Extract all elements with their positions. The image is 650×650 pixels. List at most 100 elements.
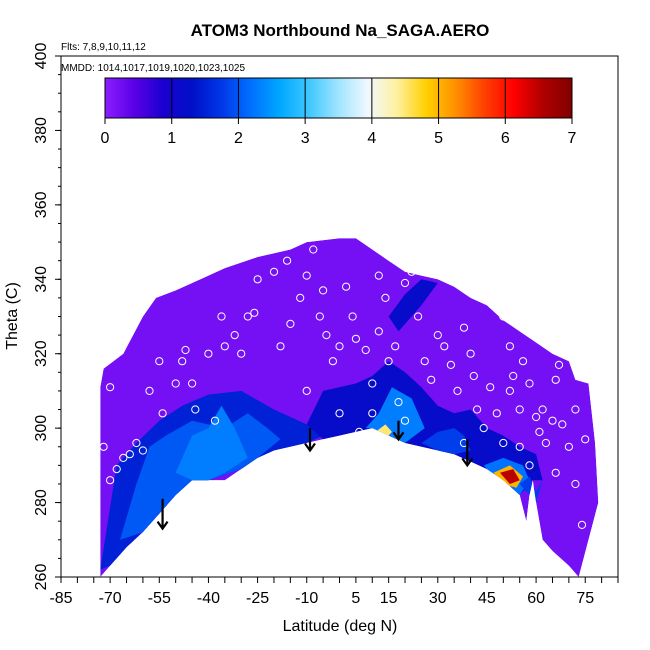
sample-point	[129, 565, 138, 574]
sample-point	[515, 442, 524, 451]
sample-point	[581, 435, 590, 444]
sample-point	[181, 345, 190, 355]
sample-point	[466, 349, 475, 358]
sample-point	[302, 386, 311, 395]
down-arrow-icon	[156, 498, 169, 531]
x-tick-label: 75	[576, 590, 594, 607]
sample-point	[554, 360, 564, 369]
colorbar-tick-label: 5	[434, 130, 443, 147]
x-tick-label: -70	[99, 590, 122, 607]
heatmap-cell-region	[175, 405, 248, 481]
sample-point	[440, 342, 449, 351]
sample-point	[453, 386, 462, 395]
sample-point	[253, 275, 262, 284]
y-tick-label: 340	[33, 266, 50, 293]
heatmap-field	[100, 238, 599, 578]
sample-point	[132, 438, 141, 448]
y-tick-label: 260	[33, 564, 50, 591]
colorbar-gradient	[104, 77, 573, 119]
sample-point	[283, 256, 292, 265]
sample-point	[571, 405, 580, 414]
flights-subtitle: Flts: 7,8,9,10,11,12	[61, 42, 146, 53]
x-tick-label: 30	[429, 590, 447, 607]
sample-point	[243, 312, 252, 321]
sample-point	[538, 405, 547, 414]
sample-point	[237, 349, 246, 358]
heatmap-cell-region	[500, 469, 520, 484]
colorbar-tick-label: 4	[367, 130, 376, 147]
sample-point	[525, 461, 534, 470]
sample-point	[374, 271, 383, 280]
sample-point	[525, 379, 534, 388]
chart-title: ATOM3 Northbound Na_SAGA.AERO	[191, 21, 490, 40]
sample-point	[217, 312, 226, 321]
down-arrow-icon	[392, 420, 405, 442]
sample-point	[106, 383, 115, 392]
sample-point	[558, 420, 567, 429]
sample-point	[571, 479, 580, 489]
x-tick-label: 5	[351, 590, 360, 607]
sample-point	[368, 409, 377, 418]
sample-point	[269, 267, 279, 276]
sample-point	[302, 271, 311, 280]
sample-point	[518, 357, 528, 366]
sample-point	[414, 312, 423, 321]
sample-point	[400, 416, 410, 425]
x-axis-label: Latitude (deg N)	[283, 618, 398, 635]
y-tick-label: 320	[33, 340, 50, 367]
sample-point	[191, 405, 200, 414]
y-tick-label: 300	[33, 415, 50, 442]
sample-point	[577, 520, 587, 530]
sample-point	[145, 386, 154, 395]
sample-point	[263, 245, 272, 254]
sample-point	[532, 412, 541, 422]
y-axis: 260 280 300 320 340 360 380 400	[33, 43, 61, 591]
sample-point	[178, 357, 187, 366]
sample-point	[276, 342, 285, 351]
sample-point	[335, 409, 344, 418]
sample-point	[220, 342, 229, 351]
sample-point	[106, 476, 115, 485]
x-tick-label: -25	[246, 590, 269, 607]
y-tick-label: 380	[33, 117, 50, 144]
sample-point	[361, 345, 370, 355]
sample-point	[368, 379, 377, 388]
sample-point	[479, 424, 488, 433]
sample-point	[204, 349, 213, 358]
sample-point	[394, 398, 403, 407]
sample-point	[335, 342, 344, 351]
sample-point	[427, 375, 436, 384]
sample-point	[119, 453, 128, 462]
sample-point	[407, 267, 416, 276]
sample-point	[391, 342, 400, 351]
sample-point	[535, 427, 544, 436]
sample-point	[381, 293, 390, 302]
colorbar-ticks: 0 1 2 3 4 5 6 7	[101, 78, 577, 147]
x-tick-label: -10	[295, 590, 318, 607]
colorbar-tick-label: 0	[101, 130, 110, 147]
x-tick-label: -40	[197, 590, 220, 607]
sample-point	[505, 386, 514, 395]
sample-point	[374, 327, 383, 336]
y-axis-label: Theta (C)	[4, 282, 21, 350]
sample-point	[420, 357, 429, 366]
x-tick-label: -55	[148, 590, 171, 607]
sample-point	[433, 331, 442, 340]
sample-point	[158, 409, 167, 418]
sample-point	[499, 438, 508, 448]
sample-point	[446, 360, 455, 369]
x-tick-label: 15	[380, 590, 398, 607]
sample-point	[505, 342, 514, 351]
colorbar-tick-label: 1	[167, 130, 176, 147]
sample-point	[171, 379, 180, 388]
sample-point	[469, 371, 478, 381]
heatmap-cell-region	[421, 428, 471, 455]
sample-point	[384, 357, 393, 366]
sample-point	[309, 245, 318, 254]
sample-point	[296, 293, 305, 302]
sample-point	[492, 409, 501, 418]
heatmap-cell-region	[388, 279, 438, 332]
y-tick-label: 360	[33, 191, 50, 218]
x-axis: -85 -70 -55 -40 -25 -10 5 15 30 45 60 75	[49, 577, 619, 607]
